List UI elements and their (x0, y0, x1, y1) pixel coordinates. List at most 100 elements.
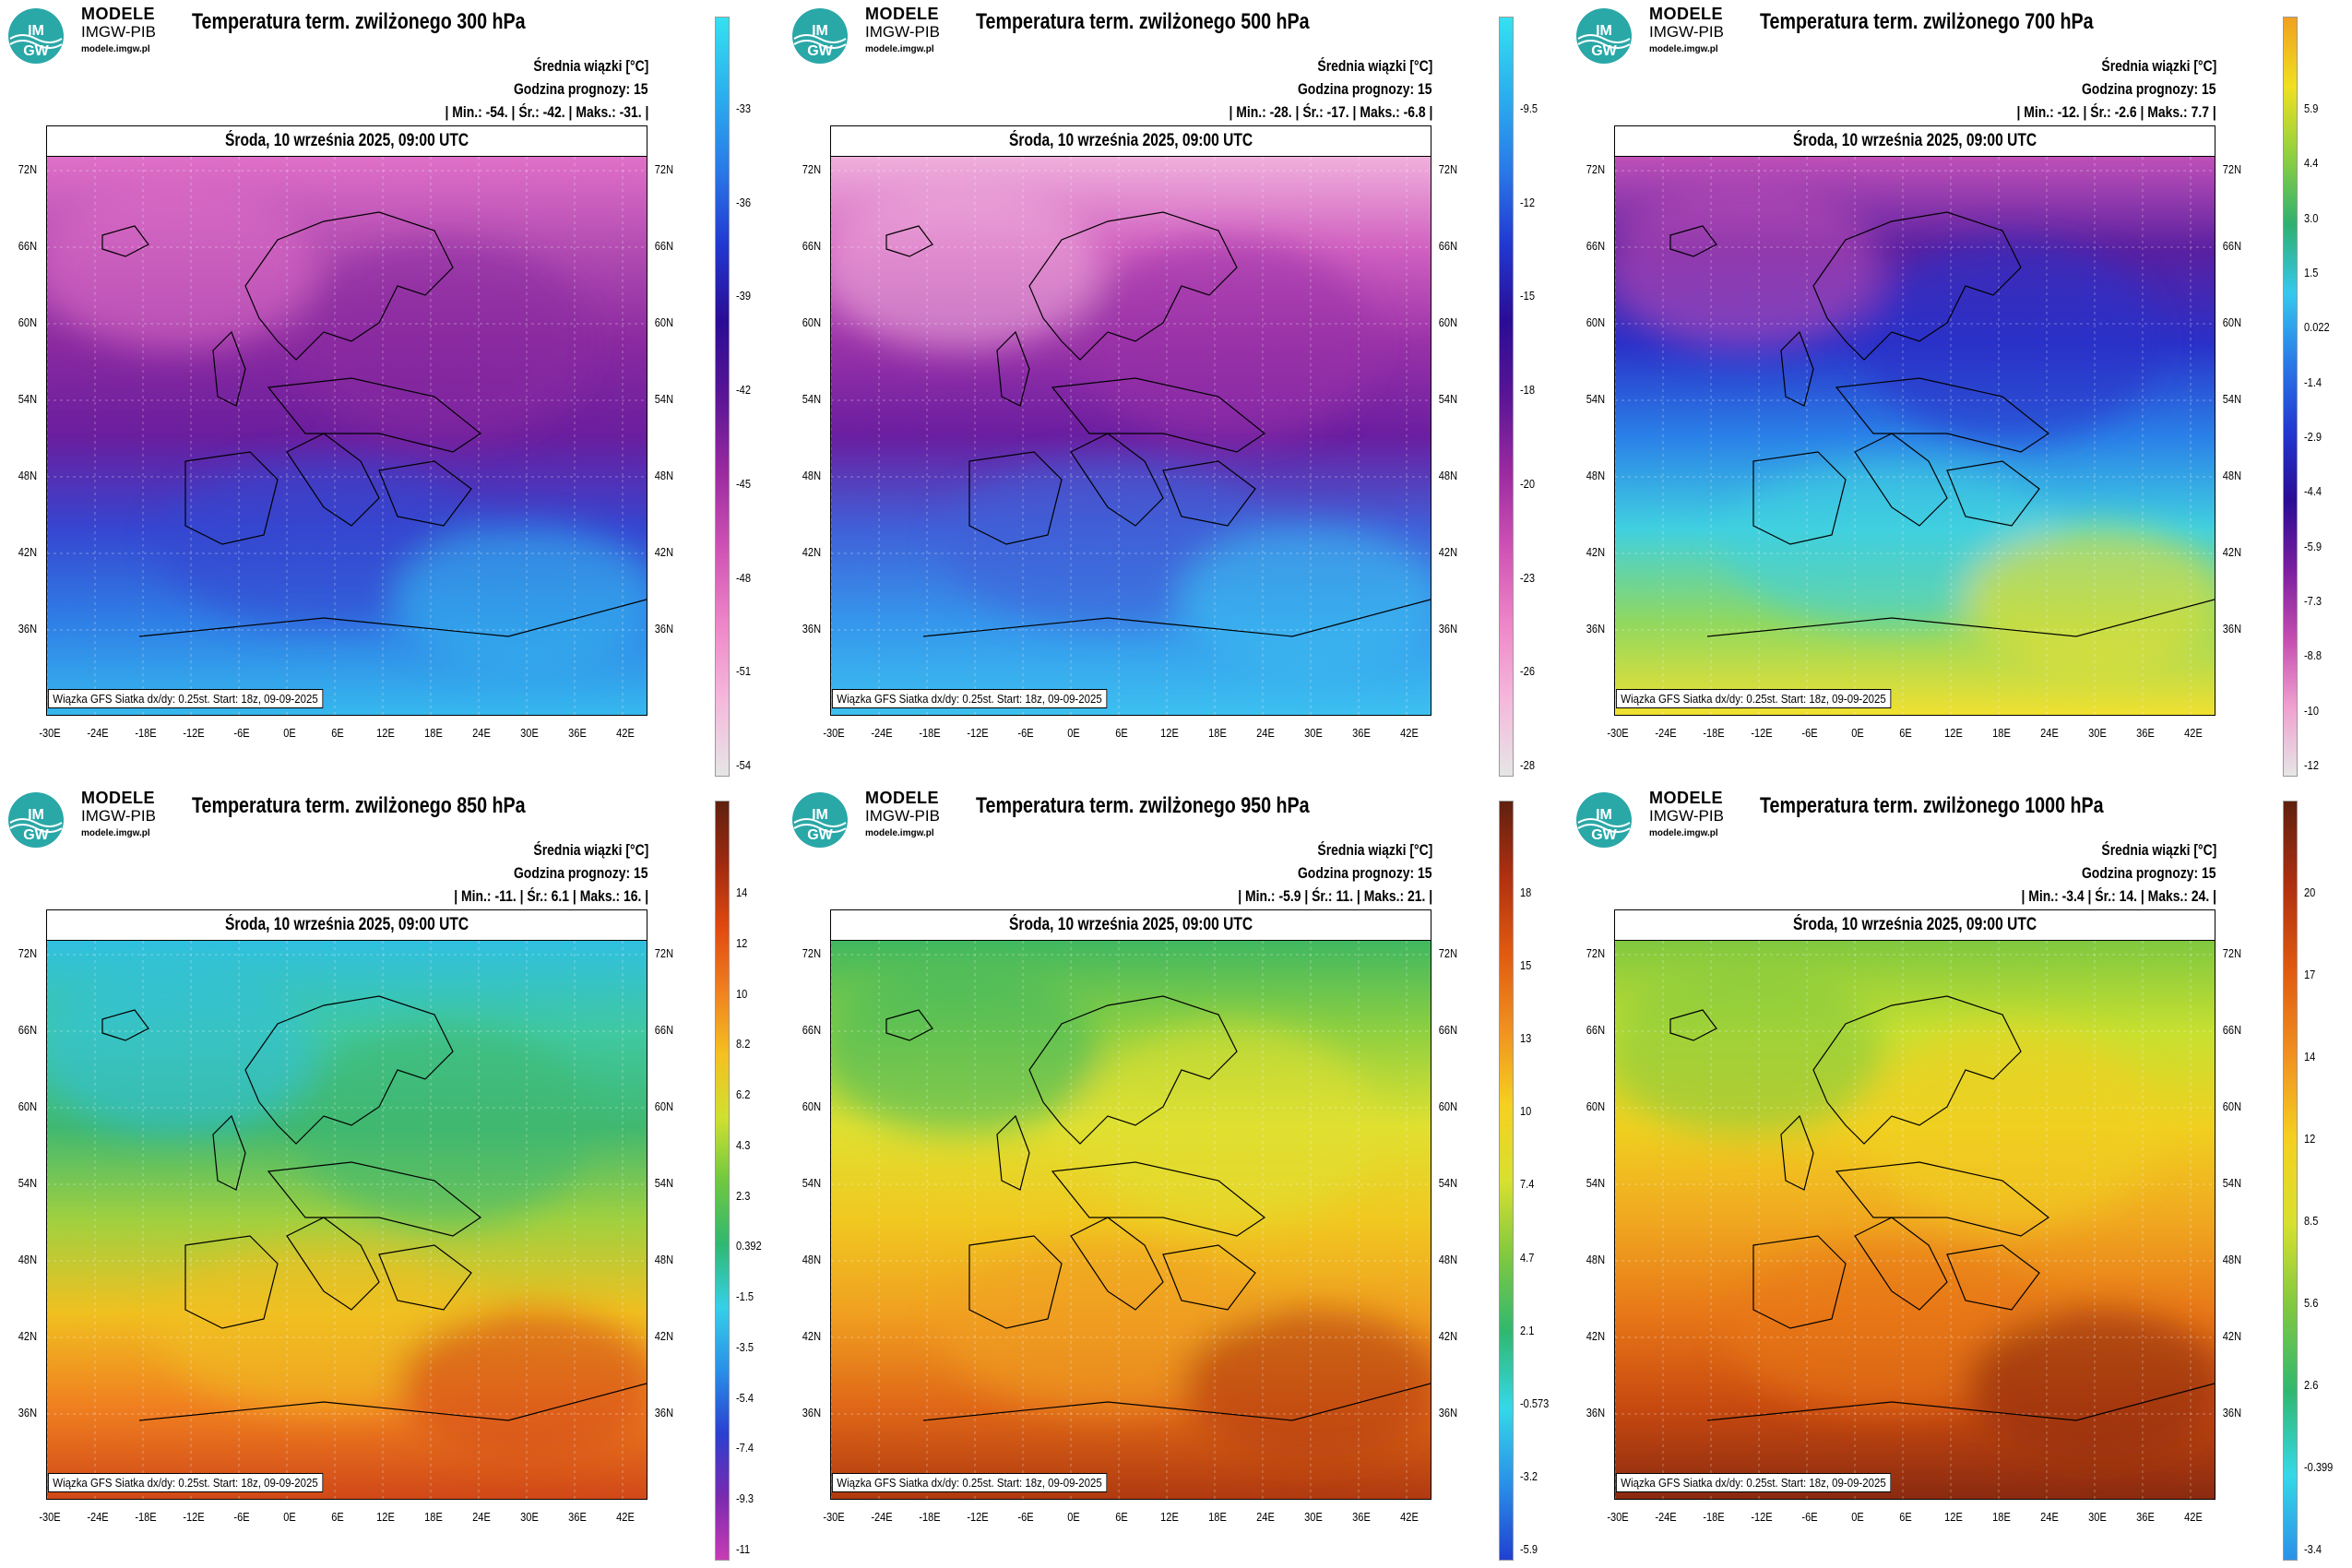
run-info-footer: Wiązka GFS Siatka dx/dy: 0.25st. Start: … (48, 689, 323, 708)
lat-label-right: 54N (2222, 392, 2242, 406)
lon-label: 24E (1256, 1510, 1275, 1524)
lon-label: 42E (616, 1510, 635, 1524)
date-label: Środa, 10 września 2025, 09:00 UTC (1792, 915, 2037, 934)
lon-label: -18E (919, 1510, 941, 1524)
lat-label-left: 42N (802, 1329, 822, 1343)
lat-label-left: 54N (802, 1176, 822, 1190)
lat-label-left: 48N (1586, 1253, 1606, 1266)
colorbar-tick: 2.3 (736, 1188, 751, 1203)
colorbar-tick: 8.5 (2304, 1214, 2319, 1228)
imgw-logo: IM GW (792, 8, 848, 64)
colorbar-tick: 4.7 (1520, 1250, 1535, 1265)
svg-text:IM: IM (1596, 807, 1612, 823)
stats-line: | Min.: -12. | Śr.: -2.6 | Maks.: 7.7 | (2016, 103, 2216, 121)
colorbar-tick: -0.573 (1520, 1396, 1550, 1410)
colorbar-tick: 20 (2304, 885, 2316, 899)
run-info-footer: Wiązka GFS Siatka dx/dy: 0.25st. Start: … (1616, 1473, 1891, 1492)
lat-label-right: 48N (654, 1253, 674, 1266)
lat-label-left: 72N (18, 162, 38, 176)
lat-label-left: 48N (18, 1253, 38, 1266)
lat-label-left: 42N (18, 1329, 38, 1343)
lon-label: -12E (183, 1510, 205, 1524)
lat-label-right: 60N (654, 315, 674, 329)
date-bar: Środa, 10 września 2025, 09:00 UTC (47, 910, 647, 941)
lon-label: -18E (919, 726, 941, 740)
colorbar-tick: 3.0 (2304, 210, 2319, 225)
brand-url[interactable]: modele.imgw.pl (865, 44, 934, 54)
map-frame: Środa, 10 września 2025, 09:00 UTC (830, 125, 1431, 716)
imgw-logo: IM GW (792, 792, 848, 848)
map-frame: Środa, 10 września 2025, 09:00 UTC (830, 909, 1431, 1500)
avg-label: Średnia wiązki [°C] (1317, 841, 1432, 859)
lon-label: 18E (424, 1510, 443, 1524)
brand-name: MODELE (1649, 789, 1724, 807)
lon-label: 36E (568, 1510, 587, 1524)
stats-line: | Min.: -54. | Śr.: -42. | Maks.: -31. | (445, 103, 648, 121)
lat-label-right: 60N (1438, 1099, 1458, 1113)
lat-label-left: 66N (802, 1023, 822, 1037)
temperature-map[interactable] (831, 941, 1431, 1499)
lat-label-left: 60N (802, 1099, 822, 1113)
colorbar-tick: -2.9 (2304, 430, 2322, 444)
date-bar: Środa, 10 września 2025, 09:00 UTC (1615, 126, 2215, 157)
lat-label-left: 48N (1586, 469, 1606, 482)
lon-label: -18E (1703, 726, 1725, 740)
forecast-hour: Godzina prognozy: 15 (514, 80, 648, 98)
lon-label: -24E (1655, 726, 1677, 740)
lat-label-left: 72N (18, 946, 38, 960)
lon-label: 18E (1208, 1510, 1227, 1524)
lat-label-left: 54N (802, 392, 822, 406)
lat-label-left: 72N (802, 946, 822, 960)
lat-label-right: 66N (654, 239, 674, 253)
lon-label: -18E (1703, 1510, 1725, 1524)
temperature-map[interactable] (1615, 941, 2215, 1499)
colorbar-tick: 14 (2304, 1050, 2316, 1063)
temperature-map[interactable] (831, 157, 1431, 715)
colorbar-tick: -8.8 (2304, 648, 2322, 663)
colorbar-tick: -4.4 (2304, 484, 2322, 499)
brand-url[interactable]: modele.imgw.pl (81, 44, 150, 54)
lat-label-left: 72N (1586, 946, 1606, 960)
svg-text:GW: GW (807, 43, 833, 59)
colorbar-tick: -36 (736, 195, 751, 209)
lon-label: 42E (2184, 1510, 2203, 1524)
lat-label-right: 48N (1438, 469, 1458, 482)
run-info-footer: Wiązka GFS Siatka dx/dy: 0.25st. Start: … (48, 1473, 323, 1492)
colorbar (715, 17, 730, 777)
temperature-map[interactable] (1615, 157, 2215, 715)
lat-label-right: 48N (654, 469, 674, 482)
map-panel: IM GW MODELE IMGW-PIB modele.imgw.pl Temperat… (784, 784, 1568, 1568)
brand-block: MODELE IMGW-PIB modele.imgw.pl (1649, 6, 1724, 58)
lon-label: -18E (135, 1510, 157, 1524)
brand-url[interactable]: modele.imgw.pl (1649, 828, 1718, 838)
lat-label-left: 48N (802, 469, 822, 482)
map-panel: IM GW MODELE IMGW-PIB modele.imgw.pl Temperat… (1568, 0, 2352, 784)
lat-label-left: 66N (1586, 239, 1606, 253)
brand-url[interactable]: modele.imgw.pl (81, 828, 150, 838)
imgw-logo: IM GW (1576, 8, 1632, 64)
lon-label: 30E (520, 1510, 539, 1524)
lon-label: 0E (1067, 1510, 1080, 1524)
svg-text:GW: GW (1591, 43, 1617, 59)
lat-label-right: 36N (1438, 622, 1458, 636)
lat-label-right: 66N (2222, 239, 2242, 253)
brand-url[interactable]: modele.imgw.pl (865, 828, 934, 838)
brand-url[interactable]: modele.imgw.pl (1649, 44, 1718, 54)
lon-label: 12E (376, 726, 395, 740)
temperature-map[interactable] (47, 157, 647, 715)
avg-label: Średnia wiązki [°C] (533, 841, 648, 859)
lat-label-left: 60N (802, 315, 822, 329)
colorbar-tick: -5.9 (1520, 1542, 1538, 1556)
avg-label: Średnia wiązki [°C] (1317, 57, 1432, 75)
svg-text:IM: IM (1596, 23, 1612, 39)
colorbar-tick: -12 (2304, 758, 2319, 772)
lat-label-right: 36N (1438, 1406, 1458, 1420)
lon-label: 42E (1400, 726, 1419, 740)
imgw-logo: IM GW (8, 792, 64, 848)
map-panel: IM GW MODELE IMGW-PIB modele.imgw.pl Temperat… (784, 0, 1568, 784)
lon-label: -12E (183, 726, 205, 740)
colorbar-tick: 0.392 (736, 1239, 762, 1253)
lat-label-left: 54N (18, 1176, 38, 1190)
svg-text:IM: IM (28, 23, 44, 39)
temperature-map[interactable] (47, 941, 647, 1499)
